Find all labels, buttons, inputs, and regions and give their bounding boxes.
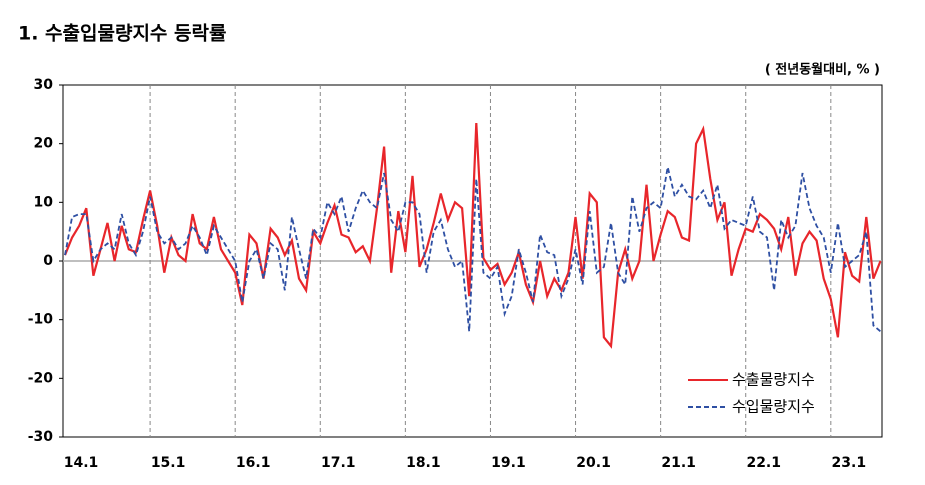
series-line	[63, 123, 882, 349]
x-tick-label: 17.1	[321, 455, 356, 471]
y-tick-label: -30	[28, 429, 54, 445]
x-tick-label: 23.1	[832, 455, 867, 471]
x-tick-label: 14.1	[64, 455, 99, 471]
y-tick-label: 0	[43, 253, 53, 269]
y-tick-label: 30	[34, 77, 54, 93]
x-tick-label: 19.1	[491, 455, 526, 471]
x-tick-label: 20.1	[576, 455, 611, 471]
x-tick-label: 21.1	[661, 455, 696, 471]
x-tick-label: 15.1	[151, 455, 186, 471]
y-tick-label: -20	[28, 370, 54, 386]
chart-title: 1. 수출입물량지수 등락률	[18, 23, 226, 45]
legend-label: 수출물량지수	[732, 371, 815, 389]
series-line	[64, 166, 882, 333]
x-tick-label: 22.1	[746, 455, 781, 471]
y-tick-label: -10	[28, 312, 54, 328]
x-tick-label: 18.1	[406, 455, 441, 471]
x-tick-label: 16.1	[236, 455, 271, 471]
y-tick-label: 10	[34, 194, 54, 210]
y-tick-label: 20	[34, 136, 54, 152]
legend-label: 수입물량지수	[732, 398, 815, 416]
unit-label: ( 전년동월대비, % )	[765, 62, 880, 78]
